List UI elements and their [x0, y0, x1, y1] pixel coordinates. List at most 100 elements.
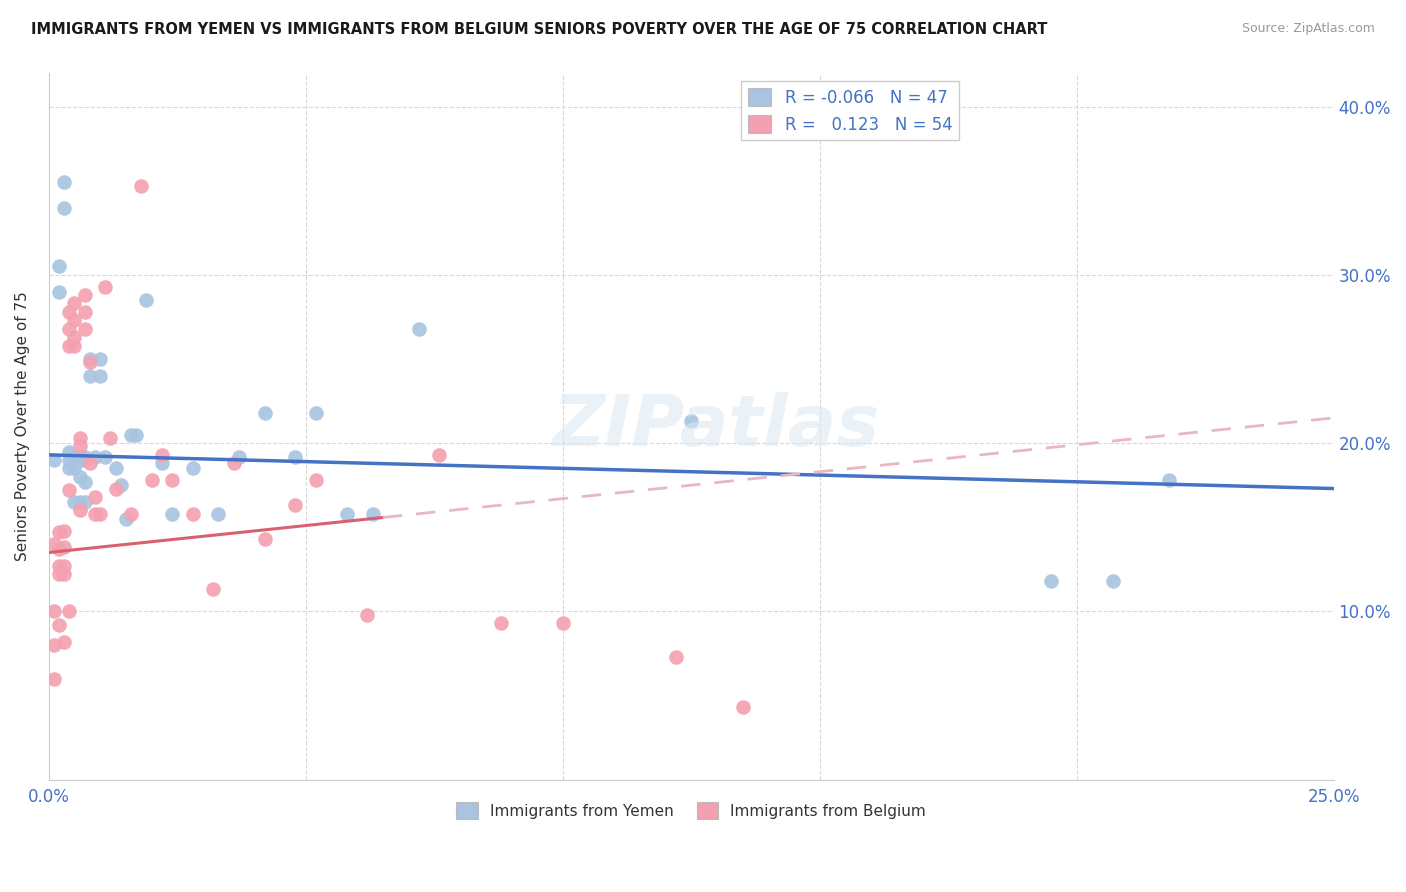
- Point: [53, 567, 76, 582]
- Point: [84, 490, 107, 504]
- Point: [84, 507, 107, 521]
- Point: [160, 507, 183, 521]
- Point: [125, 427, 148, 442]
- Point: [42, 604, 65, 618]
- Point: [361, 507, 384, 521]
- Point: [48, 525, 70, 540]
- Point: [1159, 473, 1181, 487]
- Legend: Immigrants from Yemen, Immigrants from Belgium: Immigrants from Yemen, Immigrants from B…: [450, 796, 932, 825]
- Point: [104, 482, 127, 496]
- Point: [110, 478, 132, 492]
- Point: [73, 453, 96, 467]
- Point: [63, 495, 86, 509]
- Point: [202, 582, 225, 597]
- Point: [53, 201, 76, 215]
- Point: [207, 507, 229, 521]
- Point: [58, 461, 80, 475]
- Point: [69, 469, 91, 483]
- Point: [89, 351, 111, 366]
- Point: [58, 483, 80, 498]
- Point: [48, 542, 70, 557]
- Point: [53, 634, 76, 648]
- Point: [69, 503, 91, 517]
- Point: [69, 440, 91, 454]
- Point: [731, 700, 754, 714]
- Point: [489, 616, 512, 631]
- Point: [94, 450, 117, 464]
- Point: [135, 293, 157, 307]
- Point: [160, 473, 183, 487]
- Point: [356, 607, 378, 622]
- Point: [58, 444, 80, 458]
- Point: [100, 431, 122, 445]
- Point: [58, 604, 80, 618]
- Point: [69, 450, 91, 464]
- Text: ZIPatlas: ZIPatlas: [553, 392, 880, 461]
- Point: [253, 532, 276, 546]
- Point: [305, 406, 328, 420]
- Point: [408, 322, 430, 336]
- Point: [58, 305, 80, 319]
- Point: [120, 507, 142, 521]
- Point: [48, 617, 70, 632]
- Point: [73, 288, 96, 302]
- Point: [222, 456, 245, 470]
- Point: [94, 279, 117, 293]
- Point: [181, 507, 204, 521]
- Point: [73, 305, 96, 319]
- Point: [73, 495, 96, 509]
- Point: [79, 355, 101, 369]
- Point: [63, 450, 86, 464]
- Point: [42, 638, 65, 652]
- Point: [84, 450, 107, 464]
- Point: [253, 406, 276, 420]
- Point: [681, 414, 703, 428]
- Point: [69, 431, 91, 445]
- Point: [53, 175, 76, 189]
- Point: [551, 616, 574, 631]
- Point: [48, 285, 70, 299]
- Point: [73, 322, 96, 336]
- Point: [1039, 574, 1062, 588]
- Point: [1101, 574, 1123, 588]
- Point: [79, 351, 101, 366]
- Point: [150, 448, 173, 462]
- Point: [120, 427, 142, 442]
- Point: [104, 461, 127, 475]
- Point: [53, 541, 76, 555]
- Point: [284, 499, 307, 513]
- Point: [58, 453, 80, 467]
- Point: [53, 524, 76, 538]
- Point: [427, 448, 450, 462]
- Point: [63, 313, 86, 327]
- Point: [73, 475, 96, 489]
- Point: [63, 453, 86, 467]
- Point: [48, 567, 70, 582]
- Point: [48, 558, 70, 573]
- Point: [58, 338, 80, 352]
- Point: [181, 461, 204, 475]
- Point: [48, 260, 70, 274]
- Point: [228, 450, 250, 464]
- Text: IMMIGRANTS FROM YEMEN VS IMMIGRANTS FROM BELGIUM SENIORS POVERTY OVER THE AGE OF: IMMIGRANTS FROM YEMEN VS IMMIGRANTS FROM…: [31, 22, 1047, 37]
- Point: [53, 558, 76, 573]
- Point: [284, 450, 307, 464]
- Point: [42, 453, 65, 467]
- Point: [89, 507, 111, 521]
- Point: [63, 338, 86, 352]
- Point: [89, 368, 111, 383]
- Point: [69, 453, 91, 467]
- Point: [58, 322, 80, 336]
- Point: [42, 672, 65, 686]
- Point: [129, 178, 152, 193]
- Point: [305, 473, 328, 487]
- Point: [150, 456, 173, 470]
- Point: [63, 296, 86, 310]
- Point: [115, 512, 138, 526]
- Y-axis label: Seniors Poverty Over the Age of 75: Seniors Poverty Over the Age of 75: [15, 292, 30, 561]
- Point: [63, 461, 86, 475]
- Point: [73, 450, 96, 464]
- Point: [336, 507, 359, 521]
- Point: [63, 330, 86, 344]
- Point: [69, 495, 91, 509]
